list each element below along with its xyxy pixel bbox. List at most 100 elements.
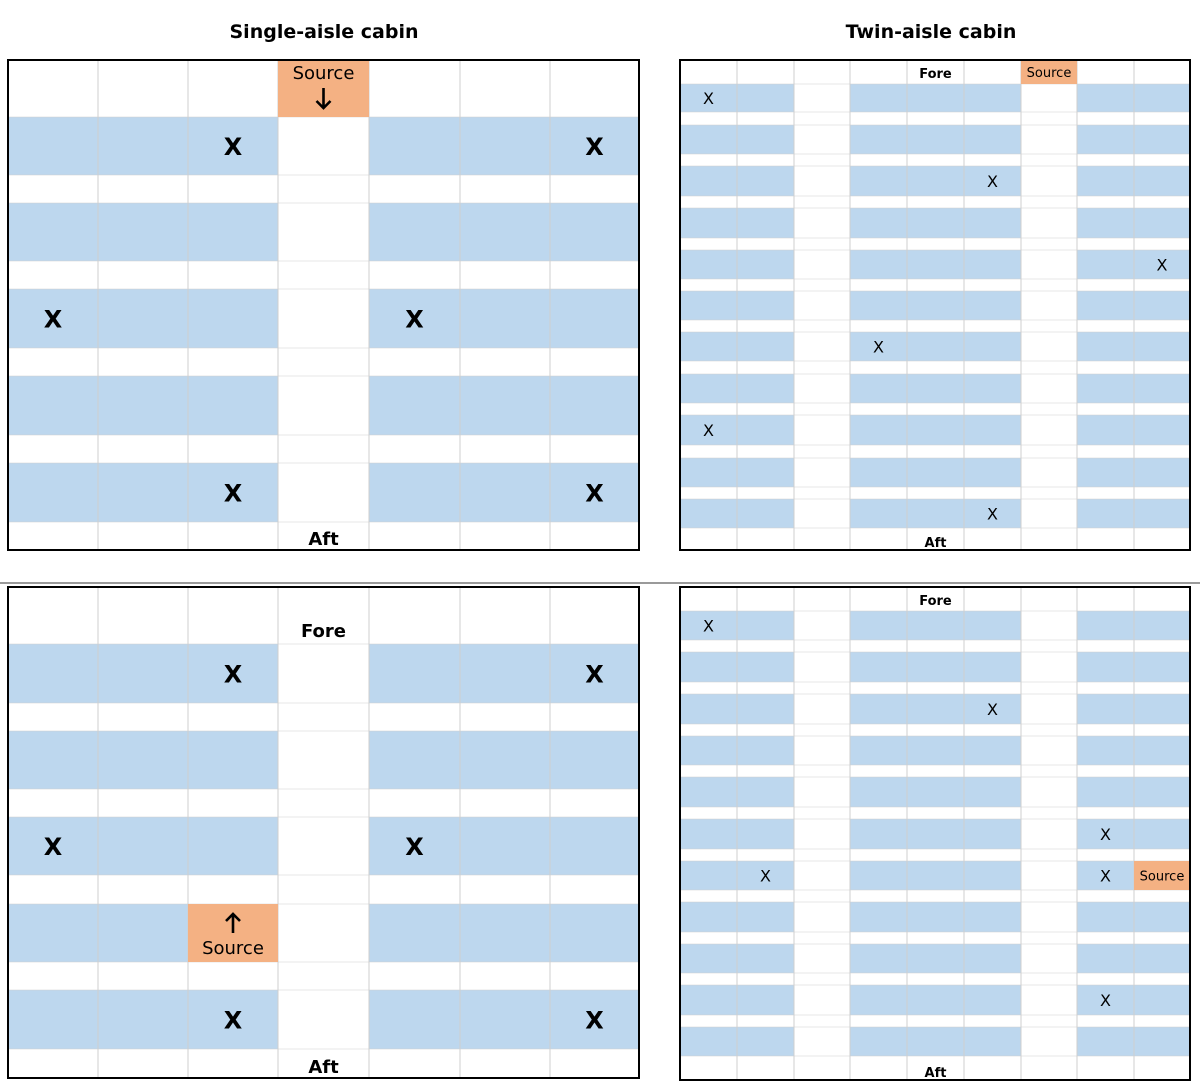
seat-block xyxy=(369,644,460,703)
seat-block xyxy=(850,985,907,1015)
seat-block xyxy=(964,125,1021,154)
cabin-panel-single-bottom: Source X X X X X X Fore Aft xyxy=(7,586,640,1079)
seat-block xyxy=(550,376,639,435)
seat-block xyxy=(850,374,907,403)
seat-block xyxy=(460,203,550,261)
seat-block xyxy=(98,990,188,1049)
aft-label: Aft xyxy=(925,1066,947,1081)
source-label: Source xyxy=(1027,66,1072,81)
seat-block xyxy=(850,250,907,279)
seat-block xyxy=(680,902,737,932)
seat-block xyxy=(964,208,1021,238)
x-mark: X xyxy=(405,306,424,334)
seat-block xyxy=(680,166,737,196)
seat-block xyxy=(1077,499,1134,528)
seat-block xyxy=(8,904,98,962)
x-mark: X xyxy=(224,133,243,161)
seat-block xyxy=(737,1027,794,1056)
seat-block xyxy=(680,694,737,724)
seat-block xyxy=(737,819,794,849)
cabin-panel-single-top: Source X X X X X X Aft xyxy=(7,59,640,551)
seat-block xyxy=(1077,902,1134,932)
title-single-aisle: Single-aisle cabin xyxy=(229,21,419,43)
x-mark: X xyxy=(224,661,243,689)
seat-block xyxy=(1134,944,1190,973)
seat-block xyxy=(460,644,550,703)
seat-block xyxy=(680,458,737,487)
seat-block xyxy=(1077,777,1134,807)
x-mark: X xyxy=(405,833,424,861)
seat-block xyxy=(964,166,1021,196)
seat-block xyxy=(550,117,639,175)
seat-block xyxy=(1077,694,1134,724)
seat-block xyxy=(1134,291,1190,320)
seat-block xyxy=(1134,611,1190,640)
seat-block xyxy=(1077,652,1134,682)
seat-block xyxy=(964,985,1021,1015)
seat-block xyxy=(964,736,1021,765)
seat-block xyxy=(1134,374,1190,403)
seat-block xyxy=(1134,694,1190,724)
seat-block xyxy=(737,985,794,1015)
seat-block xyxy=(550,203,639,261)
seat-block xyxy=(680,84,737,112)
seat-block xyxy=(907,819,964,849)
seat-block xyxy=(680,985,737,1015)
seat-block xyxy=(8,289,98,348)
seat-block xyxy=(907,415,964,445)
fore-label: Fore xyxy=(301,621,346,642)
seat-block xyxy=(850,458,907,487)
seat-block xyxy=(737,166,794,196)
seat-block xyxy=(737,250,794,279)
seat-block xyxy=(964,611,1021,640)
seat-block xyxy=(1134,332,1190,361)
seat-block xyxy=(460,289,550,348)
seat-block xyxy=(680,861,737,890)
seat-block xyxy=(460,117,550,175)
seat-block xyxy=(460,731,550,789)
cabin-panel-twin-top: Source X X X X X X Fore Aft xyxy=(679,59,1191,551)
seat-block xyxy=(188,990,278,1049)
seat-block xyxy=(907,332,964,361)
seat-block xyxy=(680,499,737,528)
seat-block xyxy=(98,117,188,175)
seat-block xyxy=(850,611,907,640)
seat-block xyxy=(1134,250,1190,279)
seat-block xyxy=(1134,208,1190,238)
seat-block xyxy=(907,736,964,765)
seat-block xyxy=(1134,819,1190,849)
seat-block xyxy=(737,374,794,403)
seat-block xyxy=(369,289,460,348)
seat-block xyxy=(1134,458,1190,487)
seat-block xyxy=(550,644,639,703)
seat-block xyxy=(1134,415,1190,445)
seat-block xyxy=(1134,902,1190,932)
seat-block xyxy=(188,376,278,435)
seat-block xyxy=(1134,1027,1190,1056)
seat-block xyxy=(8,117,98,175)
seat-block xyxy=(1134,499,1190,528)
seat-block xyxy=(964,694,1021,724)
seat-block xyxy=(850,84,907,112)
seat-block xyxy=(550,904,639,962)
seat-block xyxy=(964,777,1021,807)
seat-block xyxy=(680,777,737,807)
seat-block xyxy=(369,990,460,1049)
seat-block xyxy=(1077,736,1134,765)
x-mark: X xyxy=(760,867,771,886)
x-mark: X xyxy=(873,338,884,357)
seat-block xyxy=(1077,166,1134,196)
seat-block xyxy=(460,990,550,1049)
seat-block xyxy=(680,1027,737,1056)
seat-block xyxy=(907,84,964,112)
x-mark: X xyxy=(703,89,714,108)
seat-block xyxy=(8,644,98,703)
seat-block xyxy=(964,250,1021,279)
seat-block xyxy=(907,861,964,890)
x-mark: X xyxy=(585,480,604,508)
seat-block xyxy=(964,861,1021,890)
x-mark: X xyxy=(1100,825,1111,844)
source-box xyxy=(1134,861,1190,890)
seat-block xyxy=(369,203,460,261)
seat-block xyxy=(680,736,737,765)
